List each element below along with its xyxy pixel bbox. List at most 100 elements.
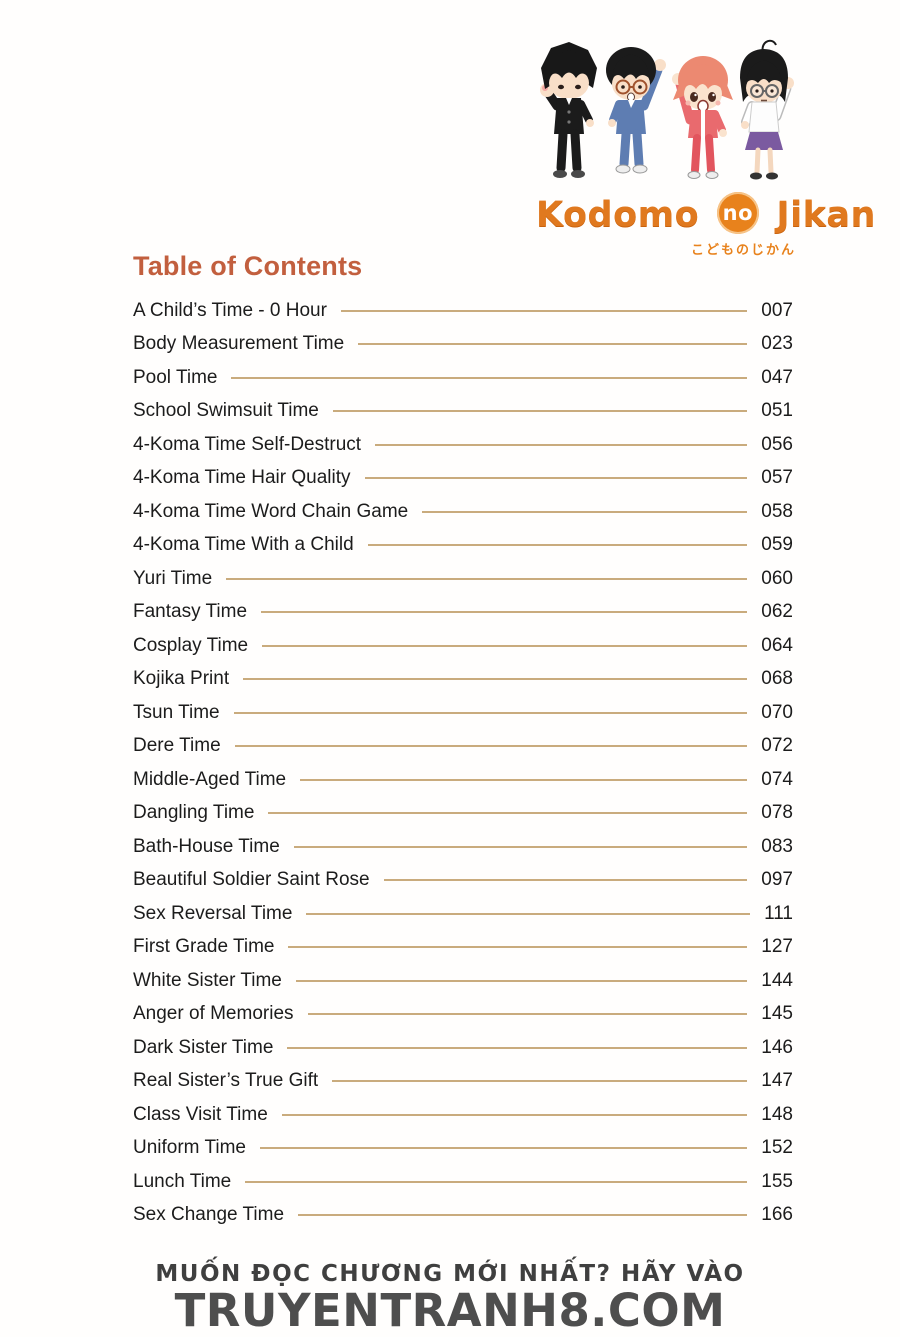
- toc-entry-page: 166: [761, 1204, 793, 1226]
- leader-line: [295, 979, 748, 982]
- toc-entry-page: 074: [761, 768, 793, 790]
- toc-entry-title: Uniform Time: [133, 1137, 246, 1159]
- leader-line: [332, 410, 748, 413]
- footer-promo-text: MUỐN ĐỌC CHƯƠNG MỚI NHẤT? HÃY VÀO: [155, 1261, 745, 1287]
- toc-entry-title: Cosplay Time: [133, 634, 249, 656]
- leader-line: [306, 912, 751, 915]
- footer-site-name: TRUYENTRANH8.COM: [174, 1284, 726, 1337]
- toc-row: 4-Koma Time Word Chain Game 058: [133, 495, 793, 529]
- leader-line: [281, 1113, 748, 1116]
- toc-entry-title: White Sister Time: [133, 969, 282, 991]
- toc-entry-page: 146: [761, 1036, 793, 1058]
- toc-entry-title: First Grade Time: [133, 936, 275, 958]
- toc-entry-title: 4-Koma Time Hair Quality: [133, 467, 351, 489]
- toc-entry-title: Sex Reversal Time: [133, 902, 293, 924]
- toc-row: A Child’s Time - 0 Hour 007: [133, 294, 793, 328]
- toc-row: Sex Change Time 166: [133, 1199, 793, 1233]
- toc-row: Tsun Time 070: [133, 696, 793, 730]
- toc-row: Class Visit Time 148: [133, 1098, 793, 1132]
- toc-entry-title: Real Sister’s True Gift: [133, 1070, 319, 1092]
- leader-line: [262, 644, 748, 647]
- toc-row: Body Measurement Time 023: [133, 328, 793, 362]
- logo-title: Kodomo no Jikan: [536, 192, 875, 238]
- logo-block: Kodomo no Jikan こどものじかん: [536, 36, 875, 258]
- toc-entry-title: School Swimsuit Time: [133, 400, 319, 422]
- leader-line: [261, 611, 748, 614]
- toc-entry-title: Tsun Time: [133, 701, 220, 723]
- toc-row: Cosplay Time 064: [133, 629, 793, 663]
- toc-row: Kojika Print 068: [133, 663, 793, 697]
- toc-entry-page: 148: [761, 1103, 793, 1125]
- toc-entry-page: 068: [761, 668, 793, 690]
- chibi-character-black-suit: [540, 42, 597, 178]
- toc-row: 4-Koma Time With a Child 059: [133, 529, 793, 563]
- toc-entry-title: Lunch Time: [133, 1170, 232, 1192]
- toc-entry-page: 147: [761, 1070, 793, 1092]
- toc-entry-page: 072: [761, 735, 793, 757]
- toc-entry-title: 4-Koma Time With a Child: [133, 534, 354, 556]
- chibi-character-teacher-purple-skirt: [740, 39, 794, 180]
- leader-line: [300, 778, 748, 781]
- toc-entry-title: Middle-Aged Time: [133, 768, 287, 790]
- leader-line: [288, 946, 748, 949]
- toc-row: Dangling Time 078: [133, 797, 793, 831]
- logo-word-jikan: Jikan: [776, 195, 876, 235]
- toc-entry-page: 155: [761, 1170, 793, 1192]
- toc-list: A Child’s Time - 0 Hour 007 Body Measure…: [133, 294, 793, 1232]
- toc-heading: Table of Contents: [133, 251, 363, 281]
- leader-line: [243, 678, 748, 681]
- toc-entry-page: 152: [761, 1137, 793, 1159]
- toc-row: Dere Time 072: [133, 730, 793, 764]
- toc-entry-page: 127: [761, 936, 793, 958]
- toc-entry-page: 111: [764, 902, 793, 924]
- toc-entry-page: 064: [761, 634, 793, 656]
- leader-line: [358, 343, 748, 346]
- toc-entry-title: Bath-House Time: [133, 835, 280, 857]
- logo-subtitle-japanese: こどものじかん: [690, 242, 796, 257]
- logo-no-badge: no: [716, 192, 759, 234]
- toc-row: Dark Sister Time 146: [133, 1031, 793, 1065]
- toc-entry-page: 023: [761, 333, 793, 355]
- toc-entry-title: Yuri Time: [133, 567, 213, 589]
- toc-row: Lunch Time 155: [133, 1165, 793, 1199]
- leader-line: [245, 1180, 748, 1183]
- toc-entry-page: 097: [761, 869, 793, 891]
- toc-entry-title: Fantasy Time: [133, 601, 248, 623]
- toc-row: 4-Koma Time Self-Destruct 056: [133, 428, 793, 462]
- toc-entry-page: 083: [761, 835, 793, 857]
- toc-entry-title: 4-Koma Time Word Chain Game: [133, 500, 409, 522]
- toc-entry-page: 059: [761, 534, 793, 556]
- leader-line: [259, 1147, 748, 1150]
- leader-line: [367, 544, 748, 547]
- toc-entry-page: 058: [761, 500, 793, 522]
- toc-entry-page: 078: [761, 802, 793, 824]
- toc-entry-title: Kojika Print: [133, 668, 230, 690]
- toc-row: Bath-House Time 083: [133, 830, 793, 864]
- logo-word-kodomo: Kodomo: [536, 195, 700, 235]
- leader-line: [298, 1214, 748, 1217]
- toc-entry-title: Anger of Memories: [133, 1003, 294, 1025]
- toc-entry-page: 056: [761, 433, 793, 455]
- toc-entry-page: 145: [761, 1003, 793, 1025]
- toc-entry-title: A Child’s Time - 0 Hour: [133, 299, 327, 321]
- toc-entry-title: Pool Time: [133, 366, 218, 388]
- toc-entry-page: 057: [761, 467, 793, 489]
- toc-entry-title: Dangling Time: [133, 802, 255, 824]
- toc-entry-page: 051: [761, 400, 793, 422]
- leader-line: [340, 309, 748, 312]
- toc-row: Anger of Memories 145: [133, 998, 793, 1032]
- toc-row: Beautiful Soldier Saint Rose 097: [133, 864, 793, 898]
- toc-entry-page: 007: [761, 299, 793, 321]
- toc-row: 4-Koma Time Hair Quality 057: [133, 462, 793, 496]
- toc-entry-page: 070: [761, 701, 793, 723]
- leader-line: [234, 745, 748, 748]
- leader-line: [287, 1046, 748, 1049]
- leader-line: [268, 812, 748, 815]
- chibi-characters-illustration: [536, 36, 802, 190]
- toc-row: White Sister Time 144: [133, 964, 793, 998]
- toc-row: Sex Reversal Time 111: [133, 897, 793, 931]
- toc-entry-title: Dark Sister Time: [133, 1036, 274, 1058]
- toc-entry-title: 4-Koma Time Self-Destruct: [133, 433, 362, 455]
- toc-entry-page: 047: [761, 366, 793, 388]
